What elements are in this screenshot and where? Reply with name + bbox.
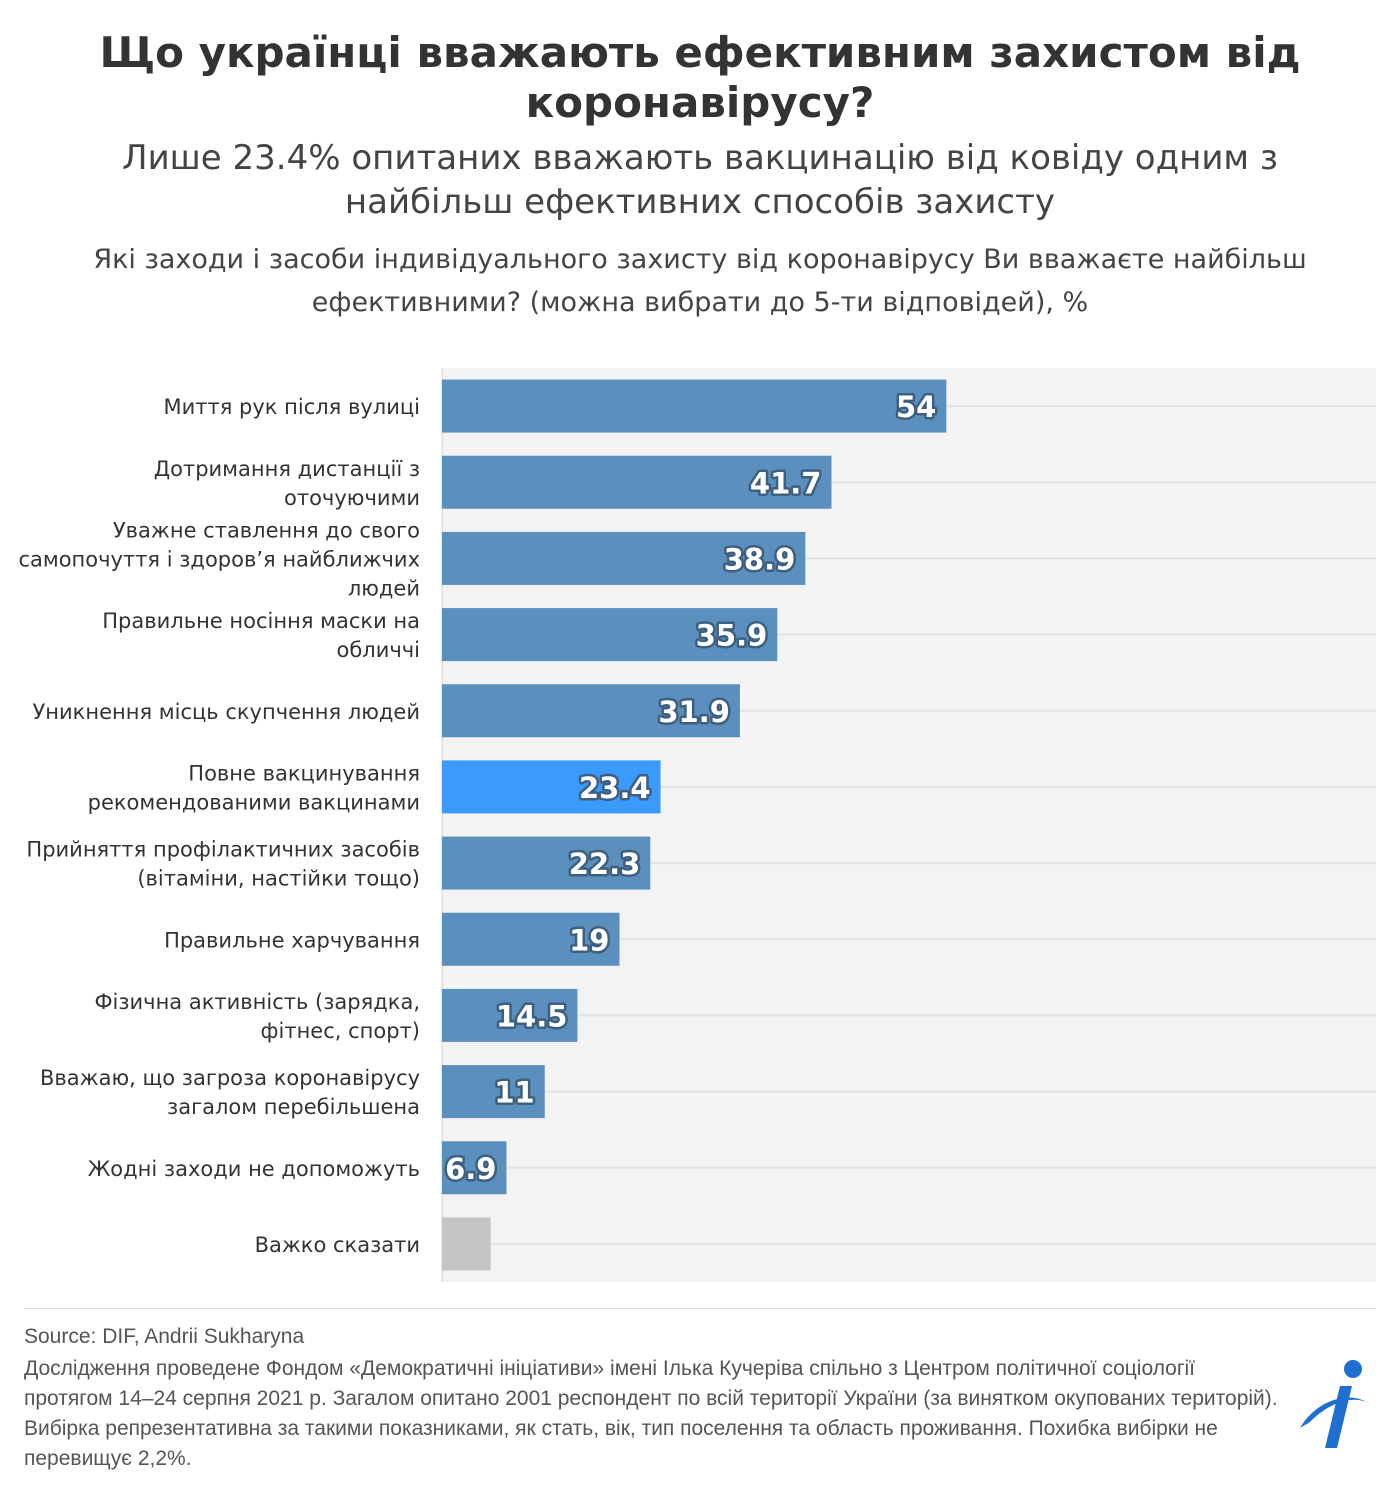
- bar: [442, 379, 947, 433]
- bar: [442, 836, 651, 890]
- bar: [442, 684, 740, 738]
- bar: [442, 531, 806, 585]
- category-label: Правильне харчування: [164, 928, 420, 952]
- value-label: 19: [569, 923, 609, 957]
- footer-divider: [24, 1308, 1376, 1309]
- category-label: Правильне носіння маски на обличчі: [102, 609, 420, 662]
- bar: [442, 1141, 507, 1195]
- dif-logo-icon: [1300, 1360, 1372, 1448]
- bar: [442, 1217, 491, 1271]
- category-label: Фізична активність (зарядка, фітнес, спор…: [94, 990, 420, 1043]
- value-label: 22.3: [569, 847, 641, 881]
- bar: [442, 1065, 545, 1119]
- value-label: 11: [494, 1076, 534, 1110]
- value-label: 41.7: [750, 466, 822, 500]
- category-label: Повне вакцинування рекомендованими вакцин…: [88, 761, 420, 814]
- category-label: Жодні заходи не допоможуть: [88, 1157, 420, 1181]
- value-label: 14.5: [496, 999, 568, 1033]
- value-label: 38.9: [724, 542, 796, 576]
- chart-title: Що українці вважають ефективним захистом…: [99, 28, 1301, 127]
- category-label: Вважаю, що загроза коронавірусу загалом п…: [40, 1066, 420, 1119]
- bar: [442, 988, 578, 1042]
- bar: [442, 760, 661, 814]
- survey-question: Які заходи і засоби індивідуального захи…: [93, 244, 1307, 318]
- bar-chart: 54 Миття рук після вулиці 41.7 Дотримання д…: [18, 368, 1376, 1282]
- value-label: 6.9: [445, 1152, 496, 1186]
- category-label: Уникнення місць скупчення людей: [32, 700, 420, 724]
- bar: [442, 455, 832, 509]
- value-label: 31.9: [658, 695, 730, 729]
- bar: [442, 608, 778, 662]
- chart-subtitle: Лише 23.4% опитаних вважають вакцинацію …: [122, 138, 1278, 222]
- category-label: Прийняття профілактичних засобів (вітамін…: [26, 838, 420, 891]
- plot-area: [442, 368, 1376, 1282]
- value-label: 35.9: [696, 619, 768, 653]
- category-label: Уважне ставлення до свого самопочуття і з…: [18, 518, 420, 600]
- source-text: Source: DIF, Andrii Sukharyna: [24, 1325, 305, 1348]
- category-label: Важко сказати: [255, 1233, 420, 1257]
- bar: [442, 912, 620, 966]
- category-label: Миття рук після вулиці: [163, 395, 420, 419]
- value-label: 23.4: [579, 771, 651, 805]
- category-label: Дотримання дистанції з оточуючими: [154, 457, 420, 510]
- value-label: 54: [896, 390, 936, 424]
- methodology-note: Дослідження проведене Фондом «Демократич…: [24, 1357, 1278, 1470]
